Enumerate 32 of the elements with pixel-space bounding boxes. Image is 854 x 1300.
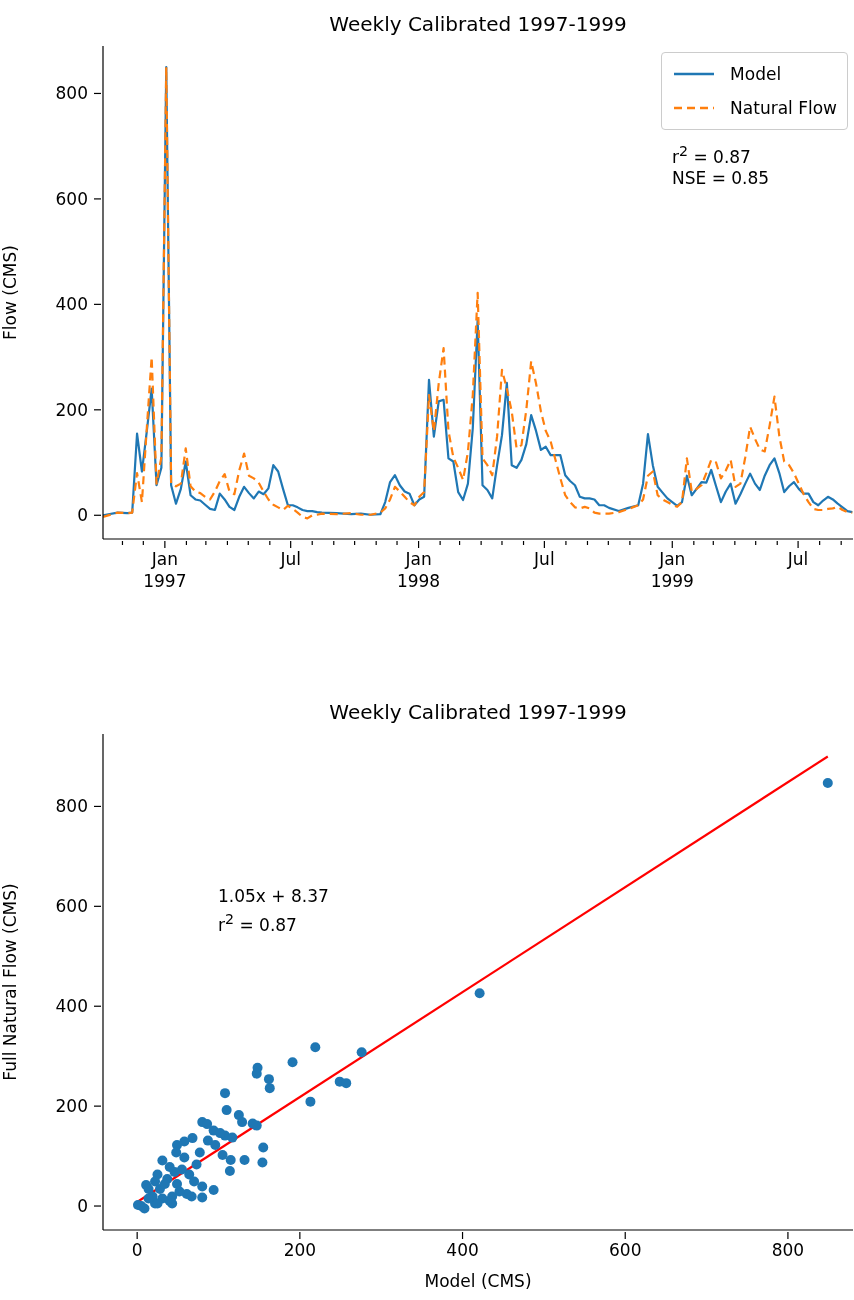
- x-tick-label: Jan 1998: [396, 549, 441, 591]
- x-tick-label: Jul: [786, 549, 809, 569]
- annotation: r$^{2}$ = 0.87: [218, 911, 297, 935]
- y-tick-label: 600: [55, 896, 88, 917]
- x-tick-label: 800: [771, 1240, 805, 1260]
- y-axis-title: Flow (CMS): [0, 245, 21, 340]
- y-tick-label: 200: [55, 399, 88, 420]
- y-tick-label: 800: [55, 796, 88, 817]
- y-tick-label: 0: [77, 505, 88, 526]
- x-tick-label: Jul: [533, 549, 555, 569]
- y-axis-title: Full Natural Flow (CMS): [0, 883, 21, 1081]
- x-tick-label: 0: [131, 1240, 143, 1260]
- x-tick-label: Jul: [279, 549, 301, 569]
- chart-title: Weekly Calibrated 1997-1999: [328, 700, 628, 724]
- x-tick-label: Jan 1997: [143, 549, 187, 591]
- legend-label: Natural Flow: [730, 98, 837, 118]
- legend-label: Model: [730, 64, 782, 84]
- y-tick-label: 0: [77, 1196, 88, 1217]
- x-tick-label: 400: [446, 1240, 479, 1260]
- y-tick-label: 400: [55, 294, 88, 315]
- annotation: r$^{2}$ = 0.87: [672, 143, 751, 167]
- x-tick-label: 600: [609, 1240, 642, 1260]
- x-tick-label: 200: [283, 1240, 317, 1260]
- annotation: 1.05x + 8.37: [218, 886, 329, 906]
- x-tick-label: Jan 1999: [650, 549, 694, 591]
- y-tick-label: 400: [55, 996, 88, 1017]
- y-tick-label: 600: [55, 188, 88, 209]
- chart-title: Weekly Calibrated 1997-1999: [328, 12, 628, 36]
- y-tick-label: 200: [55, 1096, 88, 1117]
- y-tick-label: 800: [55, 83, 88, 104]
- x-axis-title: Model (CMS): [424, 1271, 532, 1291]
- annotation: NSE = 0.85: [672, 168, 770, 188]
